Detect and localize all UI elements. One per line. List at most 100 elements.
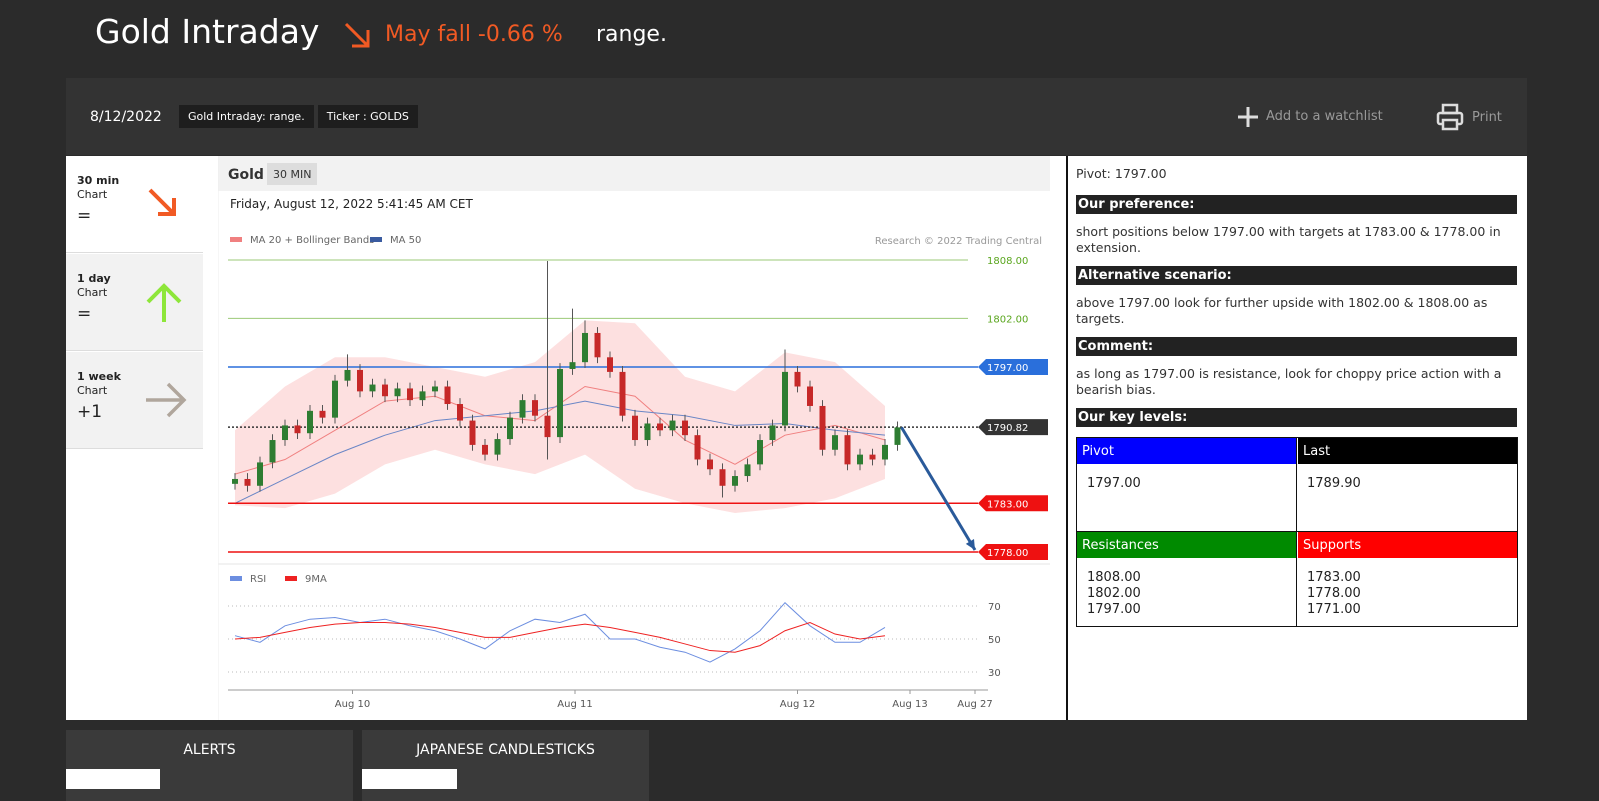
candle-body xyxy=(444,386,451,405)
x-tick-label: Aug 27 xyxy=(957,699,992,710)
candle-body xyxy=(382,384,388,397)
watchlist-button[interactable]: Add to a watchlist xyxy=(1266,109,1383,124)
tags: Gold Intraday: range. Ticker : GOLDS xyxy=(179,105,422,128)
header-cell: Resistances xyxy=(1082,538,1159,553)
section-heading: Our key levels: xyxy=(1076,408,1517,427)
timeframe[interactable]: 1 week Chart +1 xyxy=(66,352,203,449)
candle-body xyxy=(332,380,338,418)
tab[interactable]: ALERTS xyxy=(66,730,353,801)
section-heading: Our preference: xyxy=(1076,195,1517,214)
plus-icon[interactable] xyxy=(1236,105,1260,129)
legend-swatch xyxy=(370,237,382,242)
timeframe[interactable]: 30 min Chart = xyxy=(66,156,203,253)
level-tag xyxy=(978,359,1048,376)
candle-body xyxy=(594,332,601,358)
header-cell: Pivot xyxy=(1082,444,1114,459)
candle-body xyxy=(632,415,638,441)
value: 1797.00 xyxy=(1087,602,1141,617)
candle-body xyxy=(469,420,476,445)
label: Chart xyxy=(77,384,108,397)
print-icon[interactable] xyxy=(1436,103,1464,131)
x-tick-label: Aug 12 xyxy=(780,699,815,710)
candle-body xyxy=(344,369,351,381)
legend-swatch xyxy=(285,576,297,581)
candle-body xyxy=(482,444,488,455)
cell: 1797.00 xyxy=(1087,476,1141,491)
candle-body xyxy=(244,478,251,486)
section-text: as long as 1797.00 is resistance, look f… xyxy=(1076,366,1502,397)
tag: Gold Intraday: range. xyxy=(179,105,314,128)
projection-arrow xyxy=(900,426,977,551)
candle-body xyxy=(232,478,238,484)
candle-body xyxy=(494,439,501,455)
candle-body xyxy=(532,400,538,416)
legend-label: 9MA xyxy=(305,574,327,585)
value: 1808.00 xyxy=(1087,570,1141,585)
level-label: 1797.00 xyxy=(987,363,1028,374)
legend-swatch xyxy=(230,237,242,242)
candle-body xyxy=(357,369,363,392)
signal: May fall -0.66 % xyxy=(385,22,563,47)
x-tick-label: Aug 11 xyxy=(557,699,592,710)
cell: 1808.00 1802.00 1797.00 xyxy=(1087,570,1141,618)
y-tick-label: 70 xyxy=(988,602,1001,613)
date: 8/12/2022 xyxy=(90,109,162,125)
cell: 1783.00 1778.00 1771.00 xyxy=(1307,570,1361,618)
tab-label: ALERTS xyxy=(183,742,236,758)
tab[interactable]: JAPANESE CANDLESTICKS xyxy=(362,730,649,801)
candle-body xyxy=(794,371,801,387)
candle-body xyxy=(457,404,463,421)
header-cell: Supports xyxy=(1303,538,1362,553)
period: 30 min xyxy=(77,174,120,187)
section-heading: Comment: xyxy=(1076,337,1517,356)
candle-body xyxy=(894,427,901,445)
candle-body xyxy=(719,469,726,486)
down-arrow-icon xyxy=(148,188,176,216)
candle-body xyxy=(857,454,863,465)
candle-body xyxy=(657,423,663,431)
tag: Ticker : GOLDS xyxy=(317,105,418,128)
value: 1802.00 xyxy=(1087,586,1141,601)
period: 1 day xyxy=(77,272,111,285)
title: Gold Intraday xyxy=(95,12,320,51)
y-tick-label: 30 xyxy=(988,668,1001,679)
section-heading: Alternative scenario: xyxy=(1076,266,1517,285)
value: 1771.00 xyxy=(1307,602,1361,617)
timestamp: Friday, August 12, 2022 5:41:45 AM CET xyxy=(230,197,473,211)
candle-body xyxy=(757,440,763,465)
candle-body xyxy=(769,425,776,441)
legend-label: RSI xyxy=(250,574,266,585)
period: 1 week xyxy=(77,370,121,383)
candle-body xyxy=(644,423,651,441)
candle-body xyxy=(732,476,738,486)
candle-body xyxy=(419,391,426,401)
level-label: 1790.82 xyxy=(987,423,1028,434)
candle-body xyxy=(269,440,276,463)
level-label: 1778.00 xyxy=(987,548,1028,559)
candle-body xyxy=(707,459,713,470)
candle-body xyxy=(294,425,301,434)
candle-body xyxy=(282,425,288,441)
candle-body xyxy=(544,415,551,438)
print-button[interactable]: Print xyxy=(1472,110,1502,125)
chart: Gold 30 MIN Friday, August 12, 2022 5:41… xyxy=(218,156,1050,720)
candle-body xyxy=(694,435,701,460)
level-label: 1802.00 xyxy=(987,314,1028,325)
status: = xyxy=(77,206,92,226)
tab-label: JAPANESE CANDLESTICKS xyxy=(416,742,595,758)
section-text: short positions below 1797.00 with targe… xyxy=(1076,224,1501,255)
candle-body xyxy=(782,371,788,426)
candle-body xyxy=(807,386,813,406)
level-label: 1783.00 xyxy=(987,499,1028,510)
legend-label: MA 20 + Bollinger Bands xyxy=(250,235,374,246)
candle-body xyxy=(682,420,688,436)
label: Chart xyxy=(77,286,108,299)
timeframe[interactable]: 1 day Chart = xyxy=(66,254,203,351)
candle-body xyxy=(307,410,313,434)
candle-body xyxy=(557,368,563,438)
candle-body xyxy=(582,332,588,363)
candle-body xyxy=(744,464,751,477)
status: = xyxy=(77,304,92,324)
candle-body xyxy=(257,462,263,486)
legend-swatch xyxy=(230,576,242,581)
